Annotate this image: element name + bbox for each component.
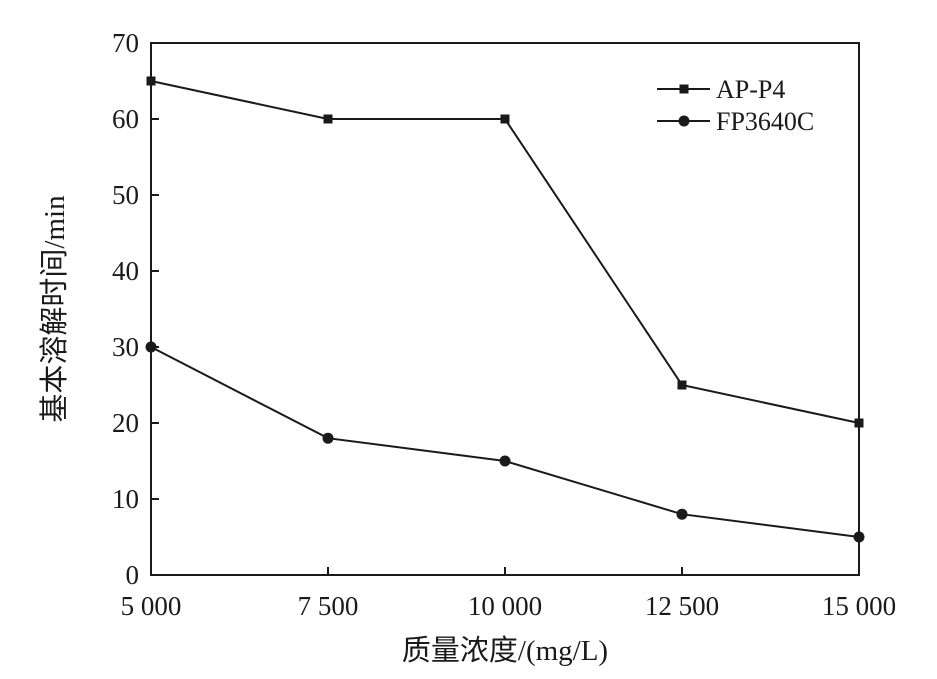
- data-point: [323, 114, 333, 124]
- y-tick-label: 10: [112, 484, 139, 514]
- y-axis: 0 10 20 30 40 50 60 70: [112, 28, 159, 590]
- legend-label: FP3640C: [716, 107, 814, 136]
- data-point: [499, 455, 511, 467]
- y-axis-label: 基本溶解时间/min: [38, 195, 71, 423]
- legend-item: AP-P4: [657, 75, 785, 104]
- series-ap-p4: [146, 76, 864, 428]
- y-tick-label: 30: [112, 332, 139, 362]
- y-tick-label: 60: [112, 104, 139, 134]
- data-point: [677, 380, 687, 390]
- data-point: [146, 76, 156, 86]
- legend-label: AP-P4: [716, 75, 785, 104]
- data-point: [322, 432, 334, 444]
- legend-marker: [679, 84, 689, 94]
- data-point: [854, 418, 864, 428]
- x-tick-label: 15 000: [822, 591, 896, 621]
- x-axis: 5 000 7 500 10 000 12 500 15 000: [121, 567, 896, 621]
- y-tick-label: 50: [112, 180, 139, 210]
- data-point: [853, 531, 865, 543]
- series-layer: [145, 76, 865, 543]
- series-line: [150, 346, 860, 538]
- data-point: [676, 508, 688, 520]
- legend-marker: [678, 115, 690, 127]
- data-point: [145, 341, 157, 353]
- y-tick-label: 40: [112, 256, 139, 286]
- legend: AP-P4 FP3640C: [657, 75, 814, 136]
- series-fp3640c: [145, 341, 865, 543]
- x-tick-label: 5 000: [121, 591, 182, 621]
- data-point: [500, 114, 510, 124]
- y-tick-label: 0: [126, 560, 140, 590]
- x-axis-label: 质量浓度/(mg/L): [402, 634, 608, 667]
- y-tick-label: 70: [112, 28, 139, 58]
- x-tick-label: 10 000: [468, 591, 542, 621]
- x-tick-label: 7 500: [298, 591, 359, 621]
- y-tick-label: 20: [112, 408, 139, 438]
- legend-item: FP3640C: [657, 107, 814, 136]
- x-tick-label: 12 500: [645, 591, 719, 621]
